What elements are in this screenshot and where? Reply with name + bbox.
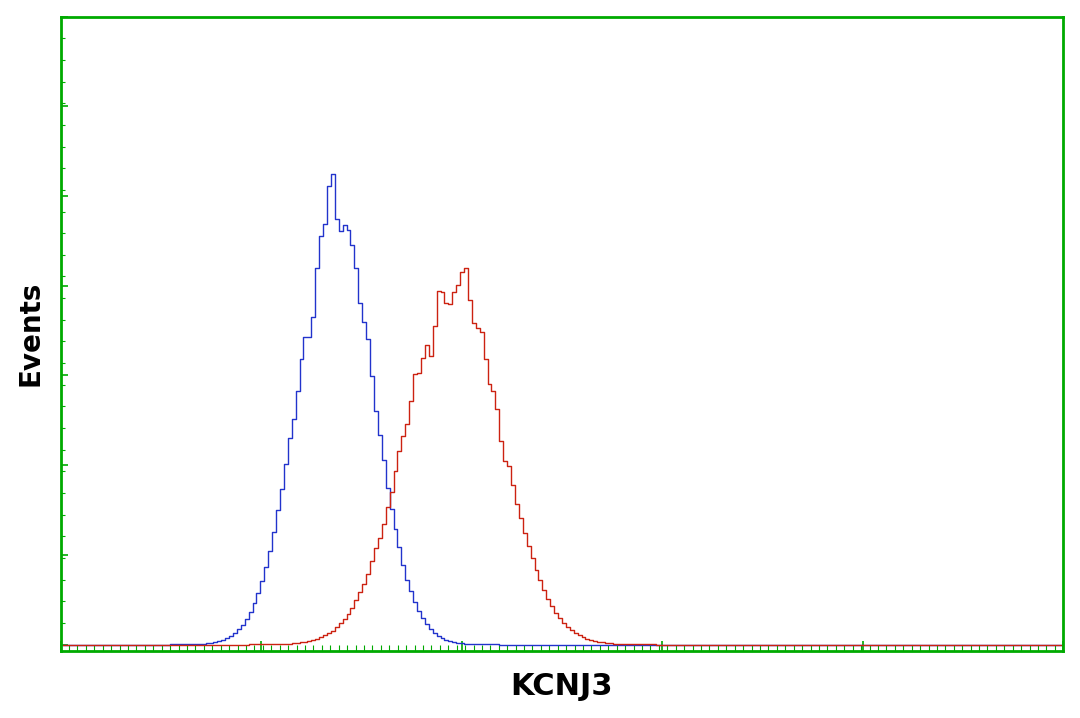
Y-axis label: Events: Events — [16, 281, 44, 386]
X-axis label: KCNJ3: KCNJ3 — [511, 672, 613, 701]
